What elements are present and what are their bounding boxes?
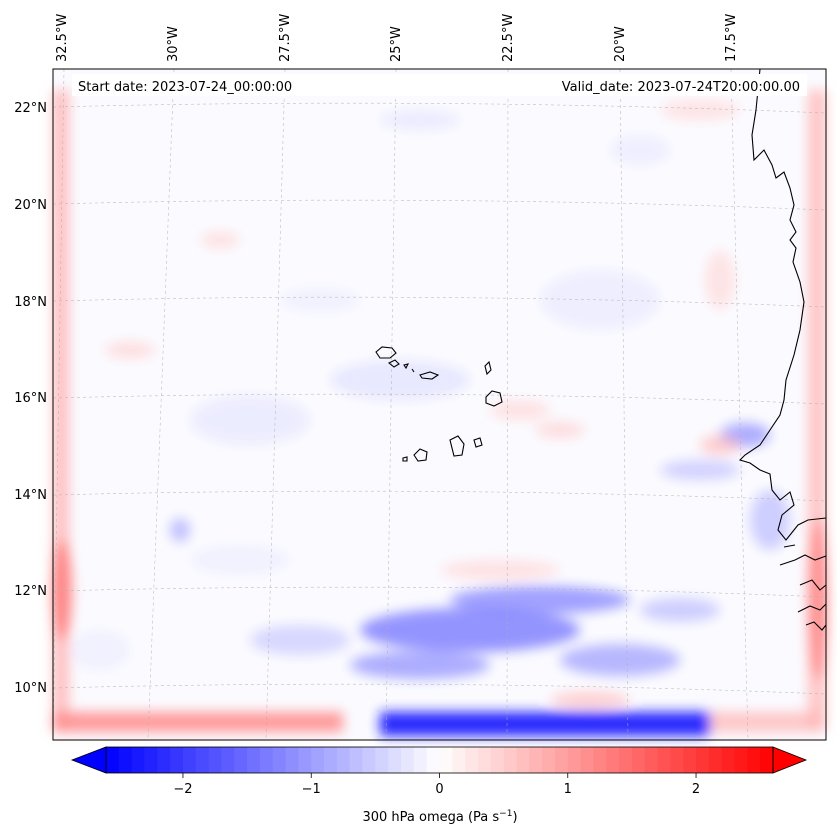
colorbar-step (298, 747, 312, 773)
colorbar: −2 −1 0 1 2 300 hPa omega (Pa s−1) (70, 746, 808, 825)
colorbar-step (644, 747, 659, 773)
colorbar-max-extend (772, 746, 808, 774)
colorbar-step (747, 747, 761, 773)
colorbar-step (336, 747, 351, 773)
colorbar-step (631, 747, 646, 773)
colorbar-step (516, 747, 530, 773)
colorbar-step (580, 747, 595, 773)
colorbar-step (721, 747, 736, 773)
lon-label: 17.5°W (724, 14, 739, 62)
colorbar-step (349, 747, 364, 773)
colorbar-step (272, 747, 287, 773)
colorbar-tick-label: −1 (302, 782, 321, 797)
valid-date-label: Valid_date: 2023-07-24T20:00:00.00 (562, 80, 800, 95)
colorbar-step (106, 747, 120, 773)
colorbar-step (503, 747, 518, 773)
colorbar-step (465, 747, 479, 773)
colorbar-step (477, 747, 492, 773)
colorbar-step (760, 747, 774, 773)
colorbar-ticks: −2 −1 0 1 2 (173, 773, 700, 797)
colorbar-step (683, 747, 697, 773)
lat-label: 20°N (14, 198, 47, 213)
colorbar-step (285, 747, 300, 773)
lon-label: 32.5°W (55, 14, 70, 62)
colorbar-step (593, 747, 607, 773)
lat-label: 18°N (14, 295, 47, 310)
colorbar-step (247, 747, 261, 773)
colorbar-step (388, 747, 402, 773)
colorbar-step (182, 747, 197, 773)
colorbar-min-extend (70, 746, 107, 774)
colorbar-step (657, 747, 671, 773)
colorbar-step (401, 747, 415, 773)
lon-label: 22.5°W (501, 14, 516, 62)
colorbar-step (324, 747, 338, 773)
colorbar-label: 300 hPa omega (Pa s−1) (362, 809, 517, 825)
colorbar-step (118, 747, 133, 773)
colorbar-step (375, 747, 389, 773)
colorbar-step (195, 747, 210, 773)
colorbar-step (708, 747, 723, 773)
colorbar-step (208, 747, 223, 773)
colorbar-step (362, 747, 376, 773)
lat-label: 16°N (14, 391, 47, 406)
colorbar-step (490, 747, 505, 773)
colorbar-step (439, 747, 453, 773)
colorbar-tick-label: 0 (435, 782, 443, 797)
colorbar-step (619, 747, 633, 773)
colorbar-step (144, 747, 158, 773)
map-panel (52, 68, 828, 741)
lon-label: 20°W (613, 26, 628, 62)
gridlines (52, 68, 827, 741)
colorbar-step (221, 747, 235, 773)
colorbar-step (529, 747, 543, 773)
lon-label: 27.5°W (278, 14, 293, 62)
colorbar-step (696, 747, 710, 773)
start-date-label: Start date: 2023-07-24_00:00:00 (78, 80, 292, 95)
lat-label: 14°N (14, 488, 47, 503)
map-frame (52, 68, 827, 741)
omega-field (52, 90, 828, 736)
colorbar-step (606, 747, 620, 773)
colorbar-step (413, 747, 428, 773)
colorbar-step (452, 747, 466, 773)
colorbar-step (554, 747, 569, 773)
colorbar-step (234, 747, 248, 773)
lat-label: 22°N (14, 101, 47, 116)
lon-label: 30°W (166, 26, 181, 62)
colorbar-step (542, 747, 556, 773)
colorbar-tick-label: 2 (692, 782, 700, 797)
colorbar-step (170, 747, 184, 773)
colorbar-tick-label: 1 (564, 782, 572, 797)
colorbar-step (567, 747, 582, 773)
colorbar-step (259, 747, 274, 773)
header-band (72, 74, 807, 96)
colorbar-steps (106, 747, 774, 773)
lat-label: 10°N (14, 681, 47, 696)
colorbar-step (734, 747, 748, 773)
longitude-labels: 32.5°W 30°W 27.5°W 25°W 22.5°W 20°W 17.5… (55, 14, 739, 62)
latitude-labels: 22°N 20°N 18°N 16°N 14°N 12°N 10°N (14, 101, 47, 696)
colorbar-step (311, 747, 325, 773)
colorbar-step (426, 747, 441, 773)
colorbar-tick-label: −2 (173, 782, 192, 797)
lon-label: 25°W (389, 26, 404, 62)
lat-label: 12°N (14, 584, 47, 599)
colorbar-step (670, 747, 684, 773)
colorbar-step (157, 747, 171, 773)
coastline (375, 68, 827, 631)
colorbar-step (131, 747, 146, 773)
